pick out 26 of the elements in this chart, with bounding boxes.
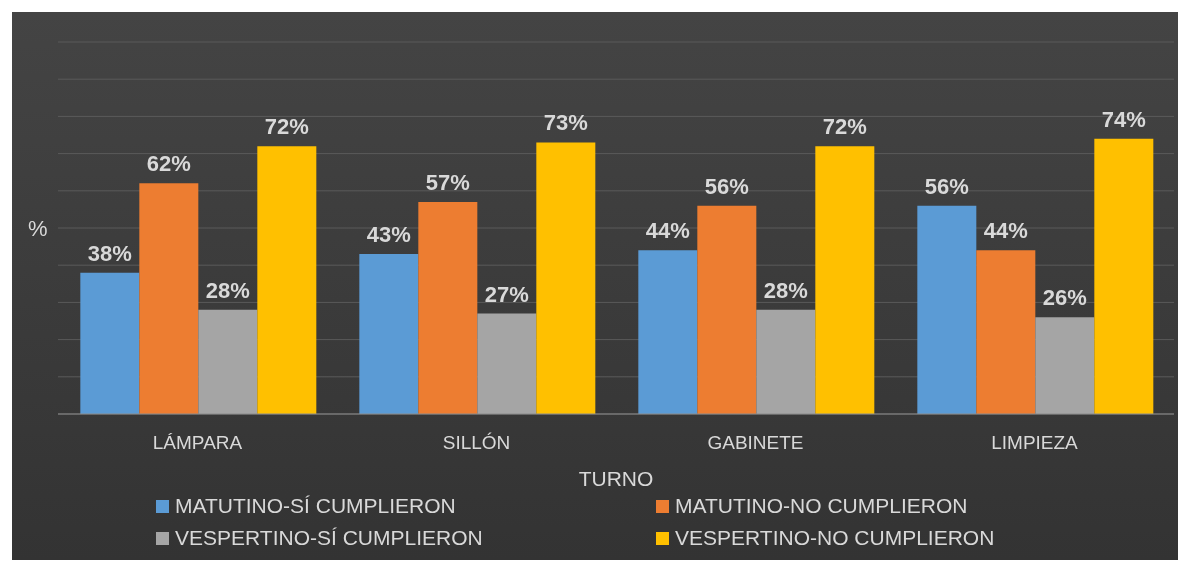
data-label: 38% — [87, 240, 132, 266]
data-label: 56% — [924, 173, 969, 199]
x-tick-label: SILLÓN — [442, 432, 511, 454]
data-label: 72% — [264, 114, 309, 140]
legend-label: MATUTINO-NO CUMPLIERON — [675, 494, 968, 518]
data-label: 72% — [822, 114, 867, 140]
data-label: 26% — [1042, 285, 1087, 311]
data-label: 28% — [763, 277, 808, 303]
data-label: 62% — [146, 151, 191, 177]
data-label: 57% — [425, 169, 470, 195]
x-tick-label: LÁMPARA — [152, 432, 243, 454]
data-label: 73% — [543, 110, 588, 136]
legend-label: MATUTINO-SÍ CUMPLIERON — [175, 494, 456, 518]
legend-label: VESPERTINO-SÍ CUMPLIERON — [175, 526, 483, 550]
data-label: 44% — [645, 218, 690, 244]
y-axis-title: % — [28, 215, 48, 241]
data-label: 43% — [366, 222, 411, 248]
x-axis-title: TURNO — [578, 467, 654, 490]
data-label: 28% — [205, 277, 250, 303]
data-label: 74% — [1101, 106, 1146, 132]
x-tick-label: GABINETE — [707, 432, 804, 454]
data-label: 56% — [704, 173, 749, 199]
legend-label: VESPERTINO-NO CUMPLIERON — [675, 526, 995, 550]
data-label: 27% — [484, 281, 529, 307]
x-tick-label: LIMPIEZA — [991, 432, 1079, 454]
data-label: 44% — [983, 218, 1028, 244]
